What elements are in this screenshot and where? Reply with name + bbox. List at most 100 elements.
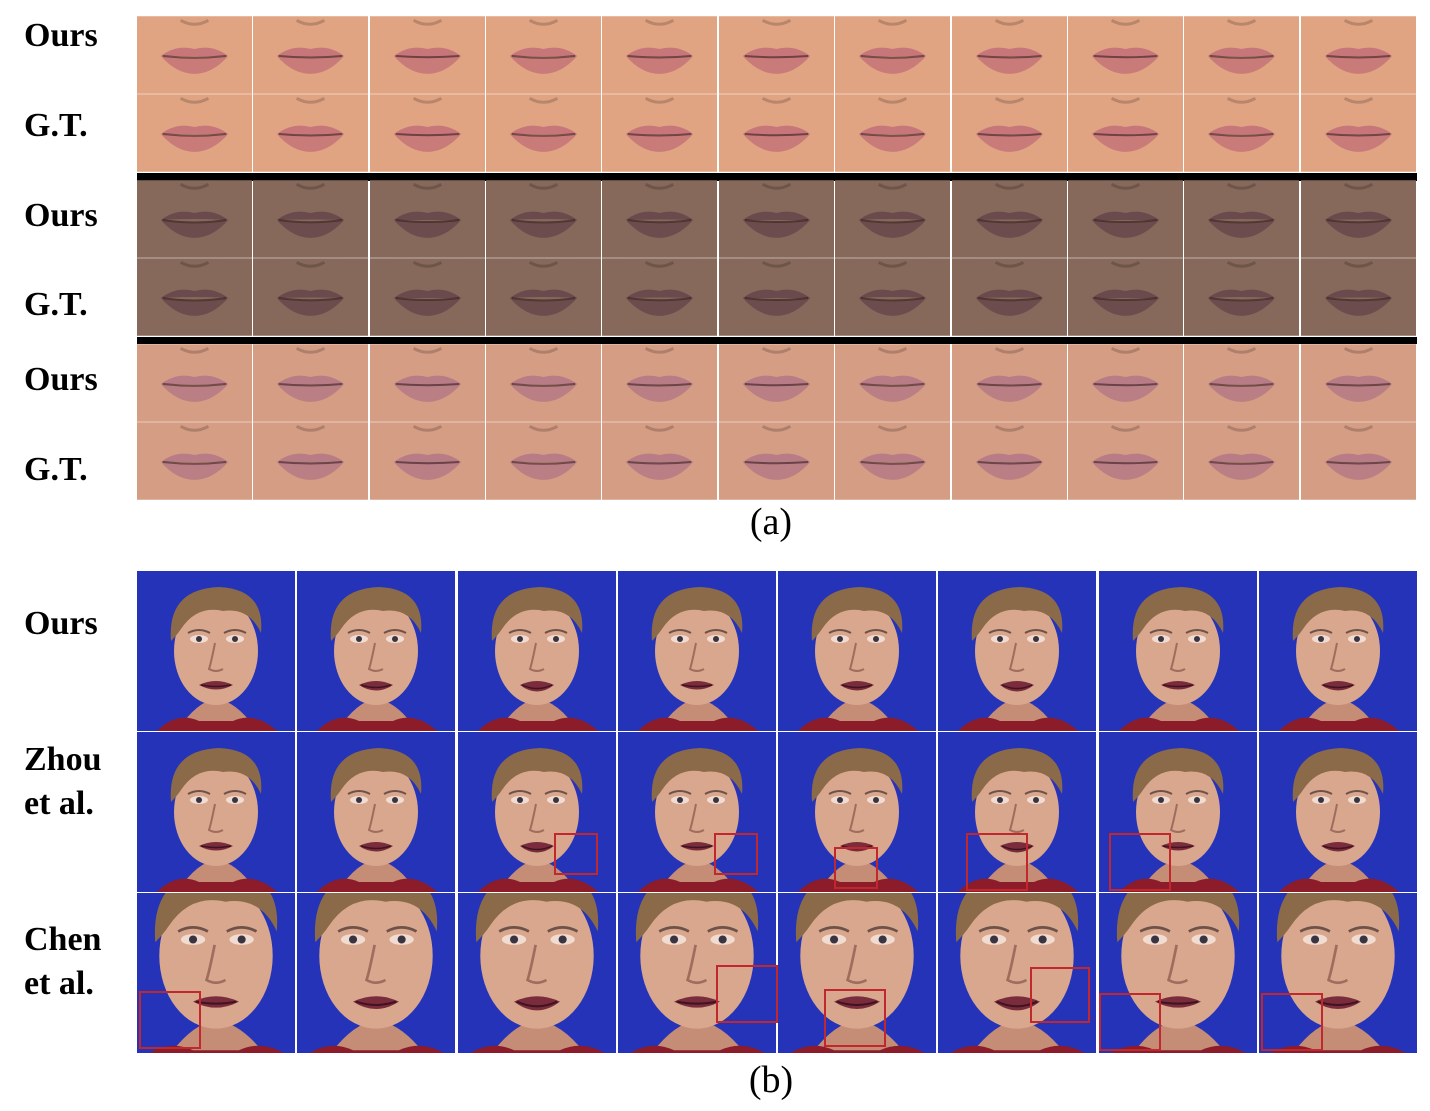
artifact-highlight-box [139, 991, 201, 1049]
lip-frame-thumbnail [835, 344, 951, 422]
artifact-highlight-box [1108, 833, 1171, 891]
lip-frame-thumbnail [486, 94, 602, 172]
lip-frame-thumbnail [951, 180, 1067, 258]
group-separator [137, 337, 1417, 344]
lip-frame-thumbnail [137, 94, 252, 172]
lip-frame-thumbnail [951, 422, 1067, 500]
lip-frame-thumbnail [486, 258, 602, 336]
lip-frame-thumbnail [835, 16, 951, 94]
lip-frame-thumbnail [1300, 94, 1416, 172]
row-label-gt-2: G.T. [24, 286, 88, 323]
face-frame-thumbnail [1098, 571, 1257, 731]
lip-frame-thumbnail [602, 258, 718, 336]
lip-frame-thumbnail [602, 94, 718, 172]
row-label-ours-1: Ours [24, 17, 98, 54]
lip-frame-thumbnail [835, 180, 951, 258]
lip-frame-row [137, 94, 1417, 172]
lip-frame-thumbnail [718, 180, 834, 258]
face-frame-thumbnail [297, 893, 456, 1053]
face-frame-row [137, 732, 1419, 892]
lip-frame-thumbnail [486, 16, 602, 94]
face-frame-thumbnail [1258, 893, 1417, 1053]
lip-frame-thumbnail [1067, 94, 1183, 172]
lip-frame-thumbnail [253, 94, 369, 172]
lip-frame-thumbnail [1300, 180, 1416, 258]
group-separator [137, 173, 1417, 181]
lip-frame-thumbnail [835, 422, 951, 500]
face-frame-thumbnail [457, 893, 616, 1053]
face-frame-thumbnail [1258, 571, 1417, 731]
lip-frame-thumbnail [369, 422, 485, 500]
lip-frame-thumbnail [1184, 94, 1300, 172]
artifact-highlight-box [1030, 967, 1091, 1023]
lip-frame-thumbnail [486, 422, 602, 500]
lip-frame-row [137, 16, 1417, 94]
lip-frame-thumbnail [486, 344, 602, 422]
face-frame-row [137, 571, 1419, 731]
lip-frame-thumbnail [137, 344, 252, 422]
lip-frame-row [137, 258, 1417, 336]
lip-frame-thumbnail [951, 94, 1067, 172]
lip-frame-thumbnail [253, 180, 369, 258]
lip-frame-row [137, 344, 1417, 422]
lip-frame-thumbnail [486, 180, 602, 258]
lip-frame-row [137, 422, 1417, 500]
lip-frame-thumbnail [1300, 16, 1416, 94]
lip-frame-thumbnail [369, 344, 485, 422]
lip-frame-thumbnail [1184, 180, 1300, 258]
face-frame-thumbnail [297, 732, 456, 892]
lip-frame-thumbnail [1184, 16, 1300, 94]
panel-a-caption: (a) [749, 501, 793, 543]
lip-frame-thumbnail [602, 422, 718, 500]
lip-frame-thumbnail [369, 94, 485, 172]
lip-frame-thumbnail [718, 16, 834, 94]
panel-b-face-frames [137, 571, 1419, 1054]
artifact-highlight-box [715, 965, 778, 1023]
lip-frame-thumbnail [951, 16, 1067, 94]
lip-frame-thumbnail [718, 258, 834, 336]
lip-frame-thumbnail [951, 344, 1067, 422]
lip-frame-thumbnail [602, 344, 718, 422]
lip-frame-thumbnail [1067, 422, 1183, 500]
face-frame-thumbnail [297, 571, 456, 731]
face-frame-thumbnail [137, 893, 295, 1053]
lip-frame-thumbnail [835, 258, 951, 336]
lip-frame-thumbnail [1067, 344, 1183, 422]
lip-frame-thumbnail [1067, 258, 1183, 336]
lip-frame-thumbnail [602, 180, 718, 258]
artifact-highlight-box [713, 833, 758, 875]
face-frame-thumbnail [457, 732, 616, 892]
face-frame-thumbnail [617, 893, 776, 1053]
lip-frame-thumbnail [369, 258, 485, 336]
lip-frame-thumbnail [253, 258, 369, 336]
face-frame-thumbnail [778, 732, 936, 892]
lip-frame-row [137, 180, 1417, 258]
face-frame-thumbnail [617, 571, 776, 731]
row-label-chen: Chen et al. [24, 921, 102, 1002]
artifact-highlight-box [824, 989, 886, 1047]
face-frame-thumbnail [137, 571, 295, 731]
face-frame-row [137, 893, 1419, 1053]
face-frame-thumbnail [938, 893, 1097, 1053]
lip-frame-thumbnail [1300, 344, 1416, 422]
lip-frame-thumbnail [951, 258, 1067, 336]
lip-frame-thumbnail [1067, 180, 1183, 258]
face-frame-thumbnail [938, 732, 1097, 892]
artifact-highlight-box [1098, 993, 1161, 1051]
lip-frame-thumbnail [1300, 422, 1416, 500]
panel-a-lip-frames [137, 16, 1417, 500]
lip-frame-thumbnail [1184, 258, 1300, 336]
artifact-highlight-box [553, 833, 598, 875]
lip-frame-thumbnail [137, 16, 252, 94]
face-frame-thumbnail [1098, 732, 1257, 892]
lip-frame-thumbnail [253, 422, 369, 500]
row-label-ours-b: Ours [24, 605, 98, 642]
lip-frame-thumbnail [137, 422, 252, 500]
lip-frame-thumbnail [137, 180, 252, 258]
lip-frame-thumbnail [253, 344, 369, 422]
row-label-ours-3: Ours [24, 361, 98, 398]
face-frame-thumbnail [137, 732, 295, 892]
artifact-highlight-box [834, 847, 878, 889]
lip-frame-thumbnail [718, 94, 834, 172]
row-label-gt-3: G.T. [24, 451, 88, 488]
